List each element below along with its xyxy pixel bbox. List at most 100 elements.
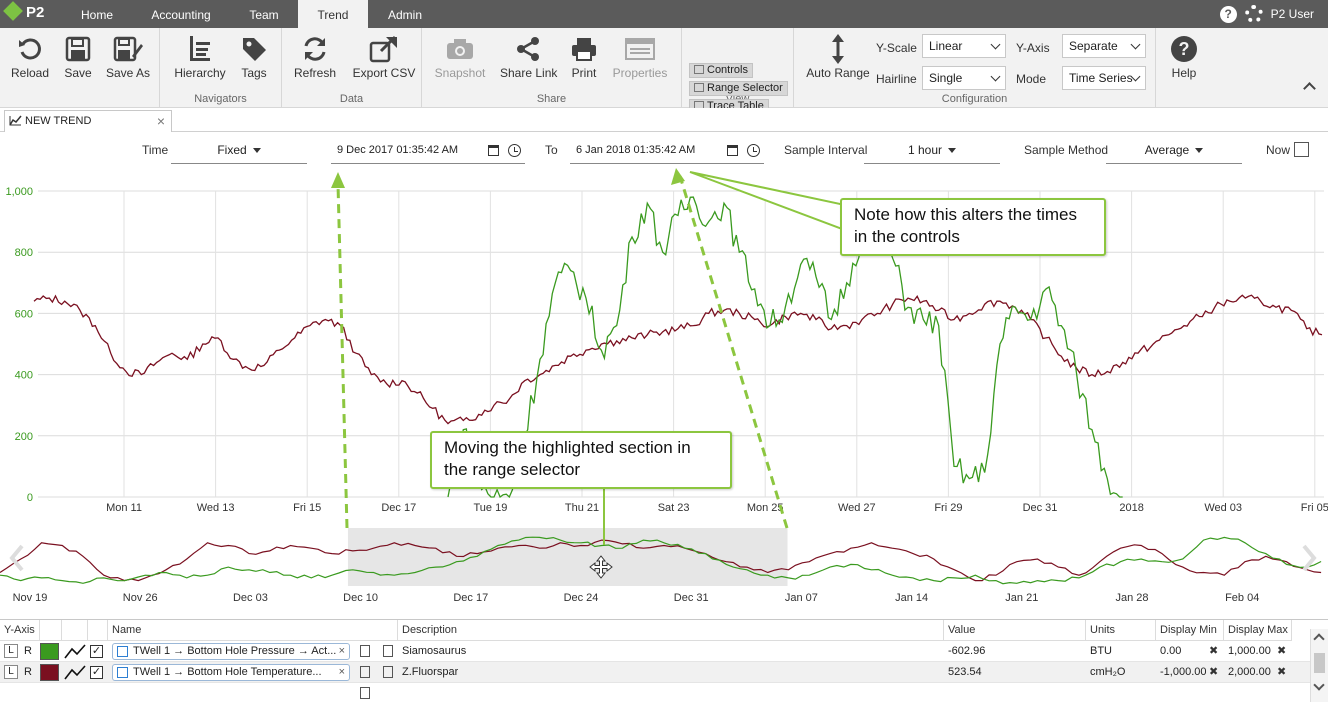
scroll-thumb[interactable]	[1314, 653, 1325, 673]
range-icon	[694, 83, 704, 92]
collapse-ribbon-icon[interactable]	[1303, 82, 1316, 95]
clock-icon[interactable]	[508, 144, 521, 157]
nav-tab-trend[interactable]: Trend	[298, 0, 368, 28]
remove-tag-icon[interactable]: ×	[338, 645, 345, 657]
left-axis-toggle[interactable]: L	[4, 665, 18, 679]
right-axis-toggle[interactable]: R	[24, 666, 32, 678]
nav-tab-team[interactable]: Team	[249, 8, 279, 22]
save-button[interactable]: Save	[50, 32, 106, 88]
sample-method-dropdown[interactable]: Average	[1106, 140, 1242, 164]
col-units[interactable]: Units	[1086, 620, 1156, 641]
value-cell: -602.96	[948, 645, 986, 657]
sample-interval-dropdown[interactable]: 1 hour	[864, 140, 1000, 164]
trash-icon[interactable]	[383, 666, 393, 678]
nav-tab-admin[interactable]: Admin	[387, 8, 422, 22]
table-row[interactable]: L R ✓ TWell 1 → Bottom Hole Temperature.…	[0, 662, 1310, 683]
series-color-swatch[interactable]	[40, 643, 59, 660]
add-calculation-icon[interactable]	[360, 687, 370, 699]
y-axis-select[interactable]: Separate	[1062, 34, 1146, 58]
hairline-select[interactable]: Single	[922, 66, 1006, 90]
clear-max-icon[interactable]: ✖	[1277, 666, 1287, 678]
x-tick-label: Wed 13	[197, 502, 235, 514]
tab-new-trend[interactable]: NEW TREND ×	[4, 110, 172, 132]
user-name[interactable]: P2 User	[1270, 7, 1314, 21]
from-date-input[interactable]: 9 Dec 2017 01:35:42 AM	[331, 140, 525, 164]
mode-select[interactable]: Time Series	[1062, 66, 1146, 90]
trash-icon[interactable]	[383, 645, 393, 657]
clear-min-icon[interactable]: ✖	[1209, 666, 1219, 678]
x-tick-label: Mon 11	[106, 502, 142, 514]
grid-icon	[694, 65, 704, 74]
gear-icon[interactable]	[1244, 5, 1263, 23]
visible-checkbox[interactable]: ✓	[90, 645, 103, 658]
left-axis-toggle[interactable]: L	[4, 644, 18, 658]
share-link-button[interactable]: Share Link	[500, 32, 557, 88]
calculator-icon[interactable]	[360, 666, 370, 678]
view-range-selector-toggle[interactable]: Range Selector	[689, 81, 788, 96]
col-description[interactable]: Description	[398, 620, 944, 641]
range-selector[interactable]: Nov 19 Nov 26 Dec 03 Dec 10 Dec 17 Dec 24 Dec …	[0, 520, 1328, 610]
clock-icon[interactable]	[747, 144, 760, 157]
tag-name-pill[interactable]: TWell 1 → Bottom Hole Pressure → Act... ×	[112, 643, 350, 660]
display-min-cell[interactable]: -1,000.00	[1160, 666, 1207, 678]
table-row[interactable]: L R ✓ TWell 1 → Bottom Hole Pressure → A…	[0, 641, 1310, 662]
help-icon[interactable]: ?	[1219, 5, 1237, 23]
col-display-max[interactable]: Display Max	[1224, 620, 1292, 641]
refresh-button[interactable]: Refresh	[287, 32, 343, 88]
range-x-tick-label: Jan 07	[785, 592, 818, 604]
visible-checkbox[interactable]: ✓	[90, 666, 103, 679]
scroll-down-icon[interactable]	[1313, 679, 1325, 691]
now-checkbox[interactable]	[1294, 142, 1309, 157]
range-selection-highlight[interactable]	[347, 528, 788, 586]
calendar-icon[interactable]	[727, 145, 738, 156]
print-button[interactable]: Print	[556, 32, 612, 88]
controls-note-callout: Note how this alters the times in the co…	[840, 198, 1106, 256]
auto-range-button[interactable]: Auto Range	[806, 32, 870, 88]
to-date-input[interactable]: 6 Jan 2018 01:35:42 AM	[570, 140, 764, 164]
remove-tag-icon[interactable]: ×	[338, 666, 345, 678]
hierarchy-button[interactable]: Hierarchy	[172, 32, 228, 88]
tags-button[interactable]: Tags	[226, 32, 282, 88]
col-value[interactable]: Value	[944, 620, 1086, 641]
line-style-icon[interactable]	[64, 644, 86, 659]
snapshot-button[interactable]: Snapshot	[432, 32, 488, 88]
col-name[interactable]: Name	[108, 620, 398, 641]
help-button[interactable]: ? Help	[1156, 32, 1212, 88]
vertical-arrows-icon	[832, 34, 844, 64]
calculator-icon[interactable]	[360, 645, 370, 657]
close-tab-icon[interactable]: ×	[156, 113, 165, 129]
calendar-icon[interactable]	[488, 145, 499, 156]
x-tick-label: Fri 15	[293, 502, 321, 514]
series-color-swatch[interactable]	[40, 664, 59, 681]
scroll-up-icon[interactable]	[1313, 633, 1325, 645]
nav-tab-accounting[interactable]: Accounting	[151, 8, 211, 22]
share-group: Snapshot Share Link Print Properties Sha…	[422, 28, 682, 108]
table-scrollbar[interactable]	[1310, 629, 1328, 702]
nav-tab-home[interactable]: Home	[80, 8, 113, 22]
col-y-axis[interactable]: Y-Axis	[0, 620, 40, 641]
clear-max-icon[interactable]: ✖	[1277, 645, 1287, 657]
range-scroll-left-icon[interactable]	[9, 544, 24, 572]
y-scale-select[interactable]: Linear	[922, 34, 1006, 58]
series-line[interactable]	[33, 294, 1323, 425]
properties-button[interactable]: Properties	[610, 32, 670, 88]
clear-min-icon[interactable]: ✖	[1209, 645, 1219, 657]
reload-button[interactable]: Reload	[2, 32, 58, 88]
document-tab-strip: NEW TREND ×	[0, 108, 1328, 132]
col-line-style	[62, 620, 88, 641]
range-scroll-right-icon[interactable]	[1302, 544, 1317, 572]
col-display-min[interactable]: Display Min	[1156, 620, 1224, 641]
export-csv-button[interactable]: Export CSV	[350, 32, 418, 88]
trend-chart[interactable]: 1,000 800 600 400 200 0 Mon 11 Wed 13 Fri 15 Dec …	[0, 170, 1328, 518]
time-mode-dropdown[interactable]: Fixed	[171, 140, 307, 164]
configuration-group-label: Configuration	[941, 93, 1008, 105]
tag-name-pill[interactable]: TWell 1 → Bottom Hole Temperature... ×	[112, 664, 350, 681]
display-min-cell[interactable]: 0.00	[1160, 645, 1182, 657]
line-style-icon[interactable]	[64, 665, 86, 680]
save-as-button[interactable]: Save As	[100, 32, 156, 88]
display-max-cell[interactable]: 1,000.00	[1228, 645, 1271, 657]
view-controls-toggle[interactable]: Controls	[689, 63, 753, 78]
navigators-group: Hierarchy Tags Navigators	[160, 28, 282, 108]
right-axis-toggle[interactable]: R	[24, 645, 32, 657]
display-max-cell[interactable]: 2,000.00	[1228, 666, 1271, 678]
